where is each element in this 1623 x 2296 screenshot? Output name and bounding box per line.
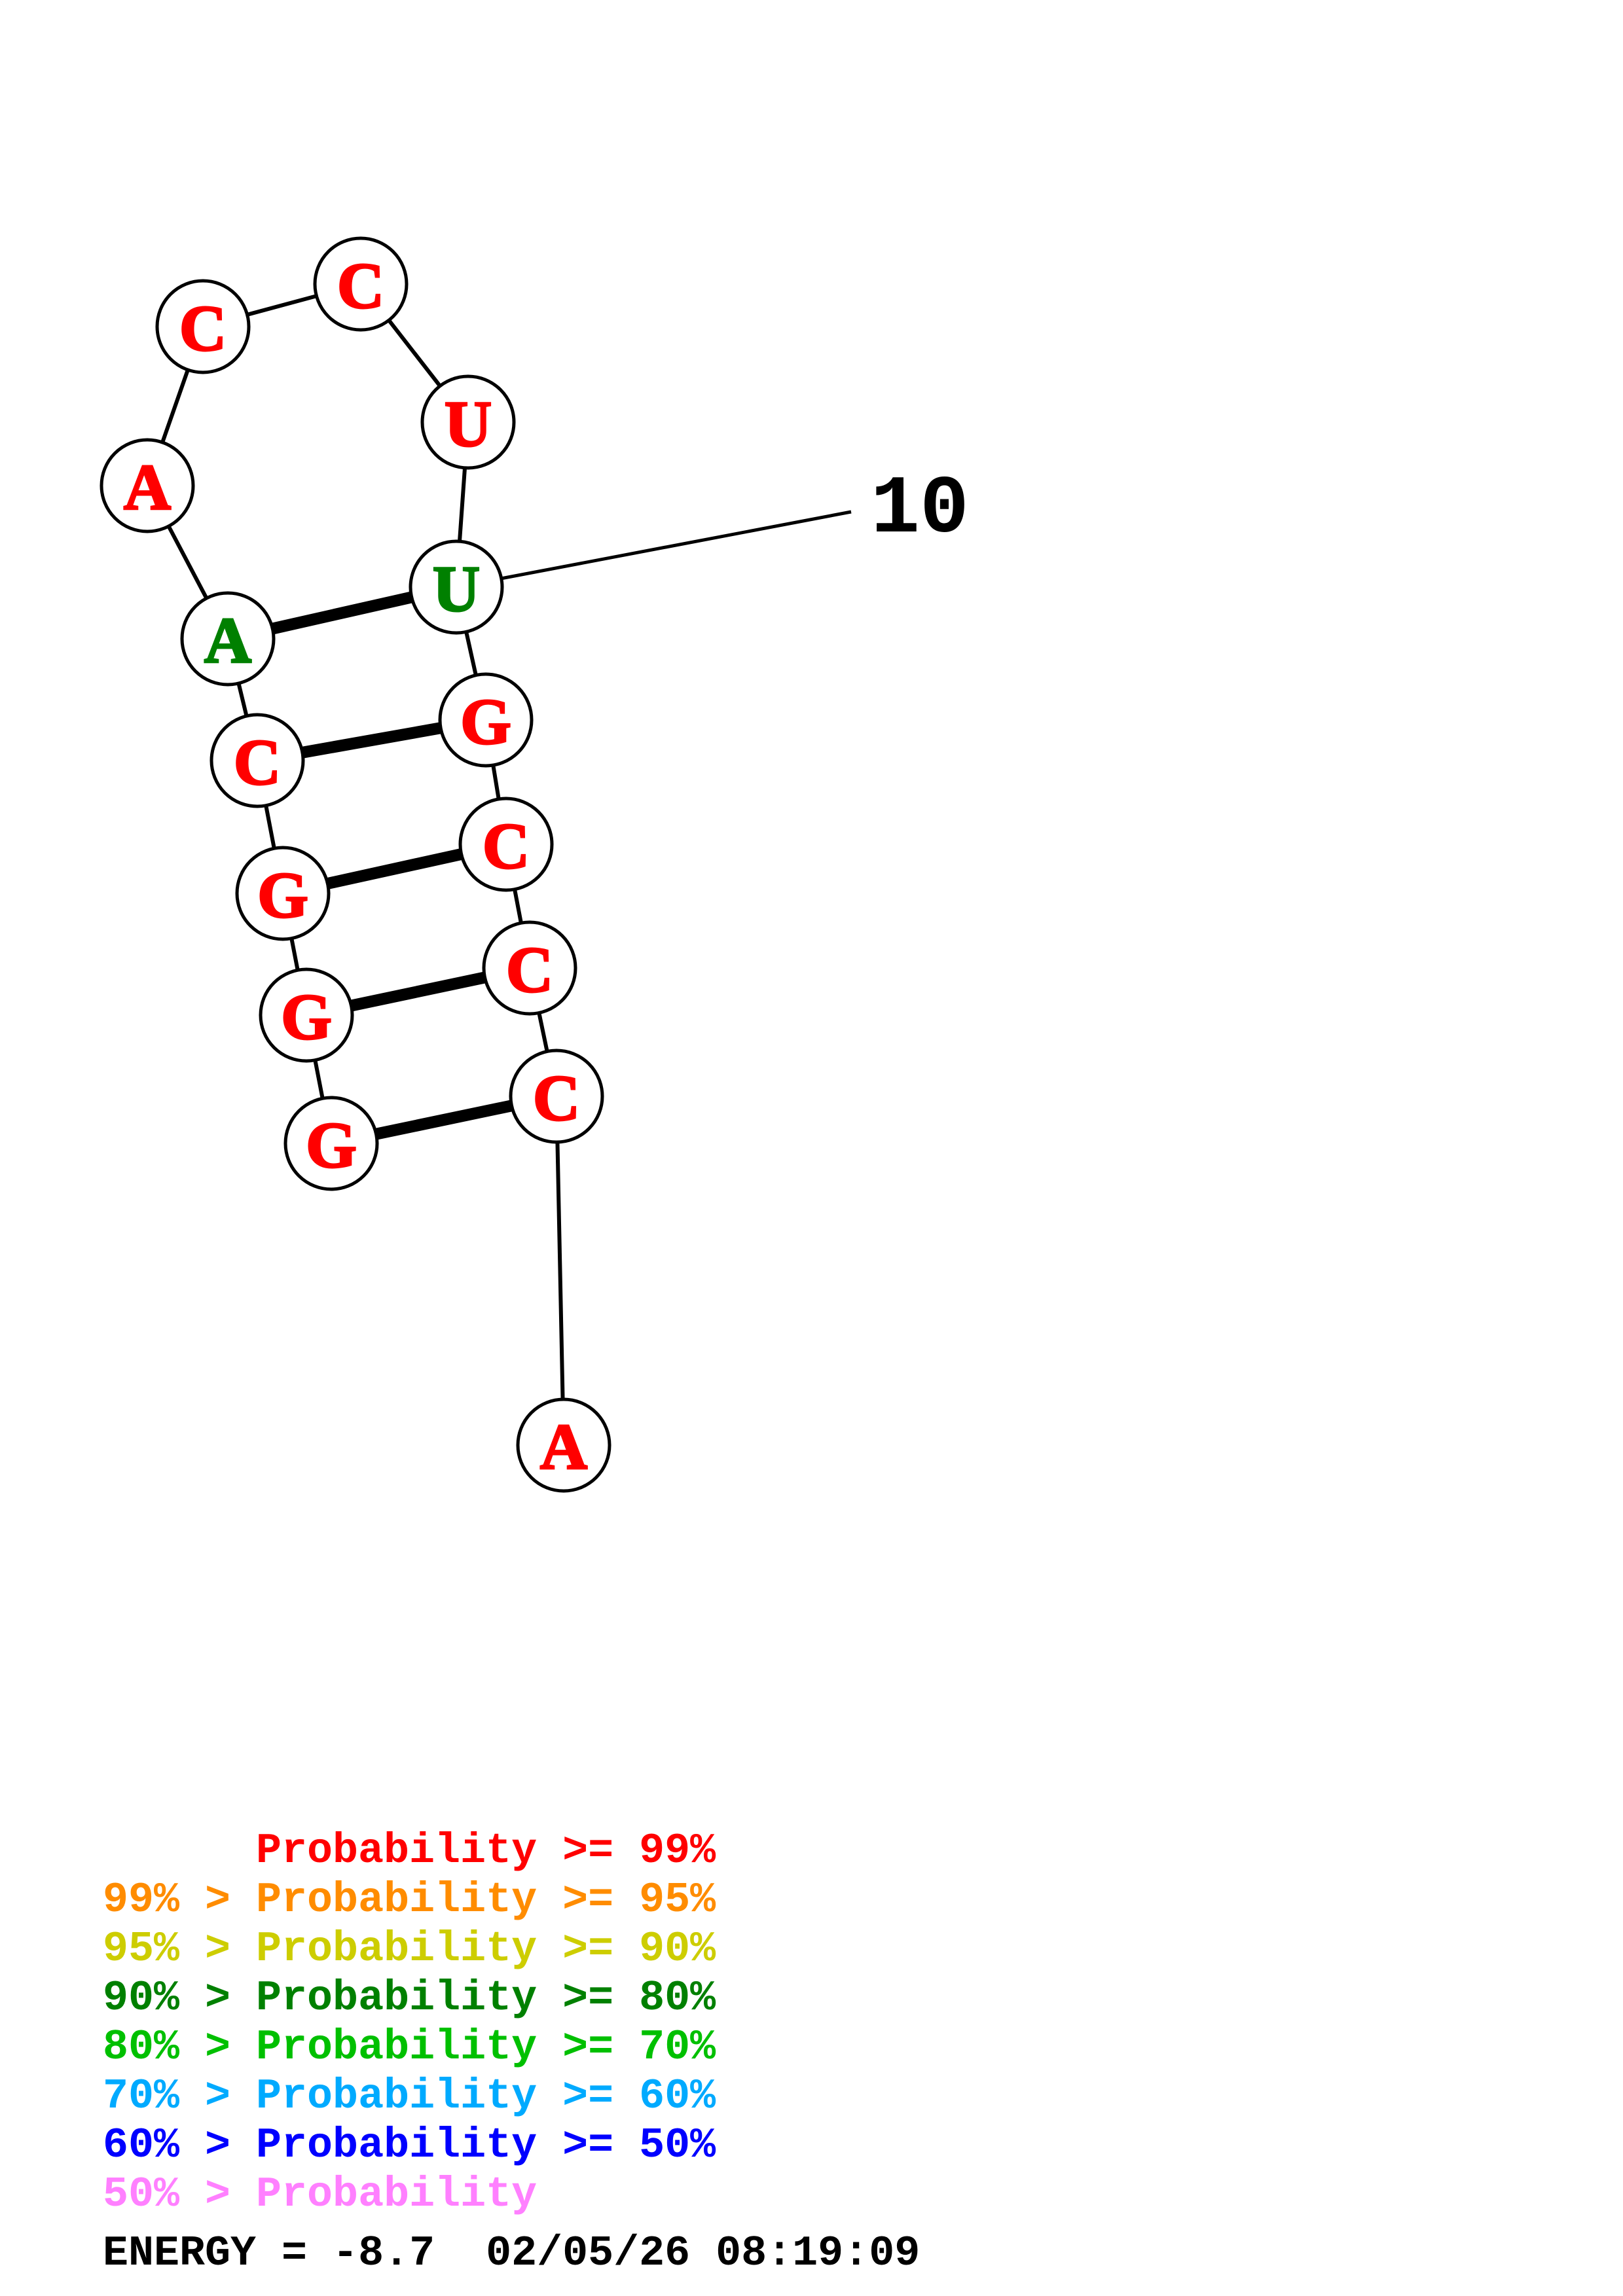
legend-layer: Probability >= 99%99% > Probability >= 9… <box>103 1827 920 2278</box>
nucleotide-circle-6 <box>100 438 195 533</box>
nucleotide-base-9: U <box>445 387 492 460</box>
nucleotide-circle-12 <box>458 797 554 892</box>
nucleotide-base-6: A <box>124 451 171 524</box>
nucleotide-base-2: G <box>281 980 332 1053</box>
nucleotide-base-8: C <box>337 249 384 322</box>
legend-item-3: 90% > Probability >= 80% <box>103 1974 716 2022</box>
nucleotide-circle-15 <box>516 1397 611 1493</box>
nucleotide-circle-13 <box>482 920 577 1016</box>
nucleotide-circle-4 <box>210 713 305 808</box>
legend-item-0: Probability >= 99% <box>256 1827 716 1875</box>
backbone-bond <box>555 1096 566 1446</box>
nucleotide-base-10: U <box>433 552 480 625</box>
nucleotide-base-1: G <box>306 1109 357 1181</box>
legend-item-5: 70% > Probability >= 60% <box>103 2072 716 2121</box>
nucleotide-base-3: G <box>257 859 308 931</box>
nucleotide-base-7: C <box>179 292 227 365</box>
nucleotide-base-13: C <box>506 933 553 1006</box>
nucleotide-circle-2 <box>259 967 354 1063</box>
nucleotide-base-14: C <box>533 1062 580 1134</box>
position-label: 10 <box>871 463 969 556</box>
nucleotide-circle-14 <box>509 1049 604 1144</box>
nucleotide-circle-9 <box>420 374 516 470</box>
legend-item-7: 50% > Probability <box>103 2170 537 2219</box>
nucleotide-base-5: A <box>204 604 251 677</box>
legend-item-4: 80% > Probability >= 70% <box>103 2023 716 2072</box>
label-pointer-line <box>456 510 852 589</box>
nucleotide-circle-7 <box>155 279 251 374</box>
nucleotide-circle-5 <box>180 591 276 687</box>
nucleotide-circle-1 <box>283 1096 379 1191</box>
legend-item-6: 60% > Probability >= 50% <box>103 2121 716 2170</box>
nucleotide-circle-3 <box>235 846 331 941</box>
nucleotide-circle-11 <box>438 672 534 768</box>
nucleotide-base-4: C <box>234 726 281 798</box>
legend-item-1: 99% > Probability >= 95% <box>103 1876 716 1924</box>
nucleotide-circle-8 <box>313 236 409 332</box>
nucleotide-circle-10 <box>409 539 504 635</box>
nucleotide-base-12: C <box>483 810 530 882</box>
nucleotide-base-15: A <box>540 1410 587 1483</box>
nucleotide-base-11: G <box>460 685 511 758</box>
legend-item-2: 95% > Probability >= 90% <box>103 1925 716 1973</box>
annotation-layer: 10 <box>871 463 969 556</box>
energy-text: ENERGY = -8.7 02/05/26 08:19:09 <box>103 2229 920 2278</box>
